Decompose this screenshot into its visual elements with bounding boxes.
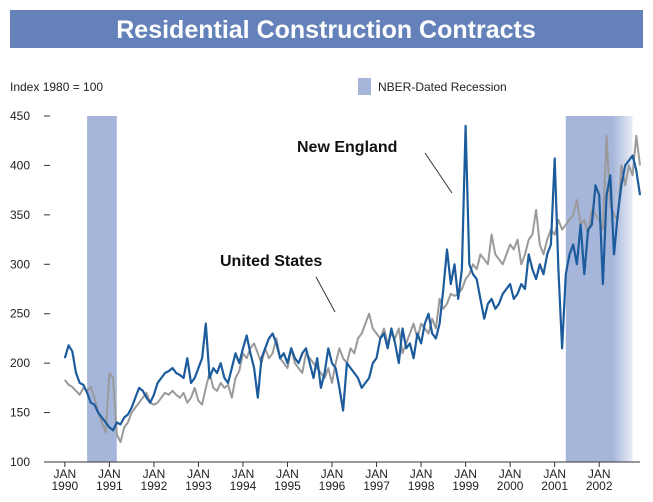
y-tick-label: 200 bbox=[10, 356, 30, 370]
y-tick-label: 250 bbox=[10, 307, 30, 321]
x-tick-label: JAN 1995 bbox=[274, 467, 301, 493]
x-tick-label: JAN 1990 bbox=[51, 467, 78, 493]
x-tick-label: JAN 2001 bbox=[541, 467, 568, 493]
x-tick-label: JAN 1998 bbox=[408, 467, 435, 493]
x-tick-label: JAN 1997 bbox=[363, 467, 390, 493]
x-tick-label: JAN 1994 bbox=[230, 467, 257, 493]
recession-band bbox=[87, 116, 117, 462]
y-tick-label: 100 bbox=[10, 455, 30, 469]
x-tick-label: JAN 1993 bbox=[185, 467, 212, 493]
x-tick-label: JAN 1991 bbox=[96, 467, 123, 493]
series-line bbox=[64, 134, 641, 444]
y-axis-label: Index 1980 = 100 bbox=[10, 80, 103, 94]
y-tick-label: 300 bbox=[10, 257, 30, 271]
series-line bbox=[63, 124, 642, 432]
annotation: New England bbox=[297, 139, 397, 156]
annotation-line bbox=[315, 276, 336, 313]
annotation: United States bbox=[220, 253, 322, 270]
chart-title: Residential Construction Contracts bbox=[116, 16, 536, 44]
y-tick-label: 450 bbox=[10, 109, 30, 123]
y-tick-label: 400 bbox=[10, 158, 30, 172]
x-tick-label: JAN 1992 bbox=[141, 467, 168, 493]
x-tick-label: JAN 1996 bbox=[319, 467, 346, 493]
title-banner bbox=[10, 10, 643, 48]
legend-swatch bbox=[358, 78, 371, 95]
legend-label: NBER-Dated Recession bbox=[378, 80, 507, 94]
y-tick-label: 150 bbox=[10, 406, 30, 420]
annotation-line bbox=[424, 152, 453, 194]
x-tick-label: JAN 1999 bbox=[452, 467, 479, 493]
y-tick-label: 350 bbox=[10, 208, 30, 222]
x-tick-label: JAN 2000 bbox=[497, 467, 524, 493]
x-tick-label: JAN 2002 bbox=[586, 467, 613, 493]
